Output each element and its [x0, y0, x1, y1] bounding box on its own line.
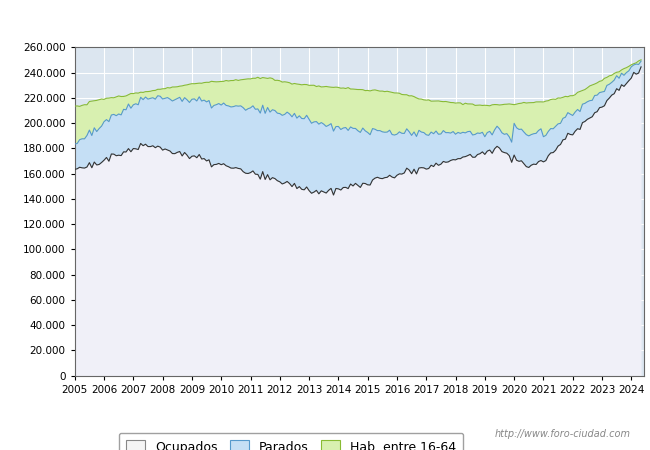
Text: FORO-CIUDAD.COM: FORO-CIUDAD.COM	[223, 249, 495, 273]
Legend: Ocupados, Parados, Hab. entre 16-64: Ocupados, Parados, Hab. entre 16-64	[118, 433, 463, 450]
Text: http://www.foro-ciudad.com: http://www.foro-ciudad.com	[495, 429, 630, 439]
Text: Alicante/Alacant - Evolucion de la poblacion en edad de Trabajar Mayo de 2024: Alicante/Alacant - Evolucion de la pobla…	[35, 16, 615, 31]
